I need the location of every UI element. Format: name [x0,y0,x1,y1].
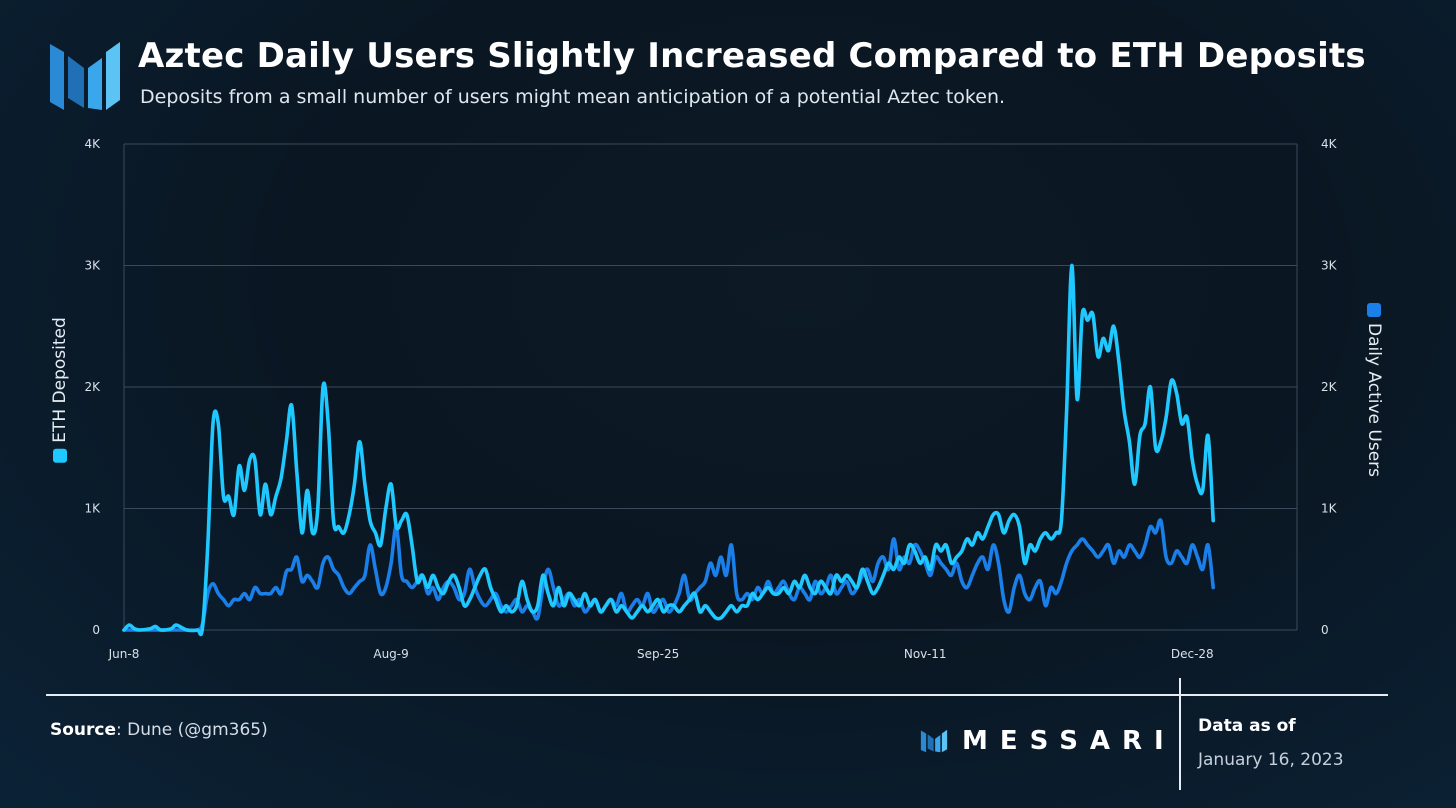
chart-title: Aztec Daily Users Slightly Increased Com… [138,36,1366,76]
x-tick-label: Sep-25 [637,647,679,661]
x-tick-label: Aug-9 [373,647,408,661]
y-tick-label-left: 0 [92,623,100,637]
brand-wordmark: MESSARI [920,726,1176,756]
source-text: : Dune (@gm365) [116,720,268,740]
source-credit: Source: Dune (@gm365) [50,720,268,740]
brand-logo-icon [920,729,948,753]
y-tick-label-right: 0 [1321,623,1329,637]
data-as-of-label: Data as of [1198,716,1296,736]
left-axis-title: ETH Deposited [50,317,70,463]
eth-legend-swatch [53,448,67,463]
y-tick-label-left: 4K [84,137,101,151]
left-axis-label: ETH Deposited [50,317,70,443]
data-as-of-date: January 16, 2023 [1198,750,1344,770]
y-tick-label-left: 2K [84,380,101,394]
y-tick-label-right: 1K [1321,502,1338,516]
right-axis-label: Daily Active Users [1364,322,1384,478]
chart-subtitle: Deposits from a small number of users mi… [140,86,1006,108]
y-tick-label-right: 2K [1321,380,1338,394]
users-legend-swatch [1367,302,1381,317]
y-tick-label-left: 1K [84,502,101,516]
right-axis-title: Daily Active Users [1364,302,1384,478]
brand-name: MESSARI [962,726,1176,756]
x-tick-label: Jun-8 [108,647,140,661]
x-tick-label: Nov-11 [904,647,947,661]
messari-logo-icon [50,42,120,110]
eth-deposited-line [122,263,1215,637]
y-tick-label-right: 4K [1321,137,1338,151]
y-tick-label-right: 3K [1321,259,1338,273]
y-tick-label-left: 3K [84,259,101,273]
source-label: Source [50,720,117,740]
line-chart: 0 0 1K 1K 2K 2K 3K 3K 4K 4K Jun-8 Aug-9 Sep-25 Nov-11… [84,137,1338,661]
footer-vertical-divider [1179,678,1181,790]
footer-divider [46,694,1388,696]
x-tick-label: Dec-28 [1171,647,1214,661]
